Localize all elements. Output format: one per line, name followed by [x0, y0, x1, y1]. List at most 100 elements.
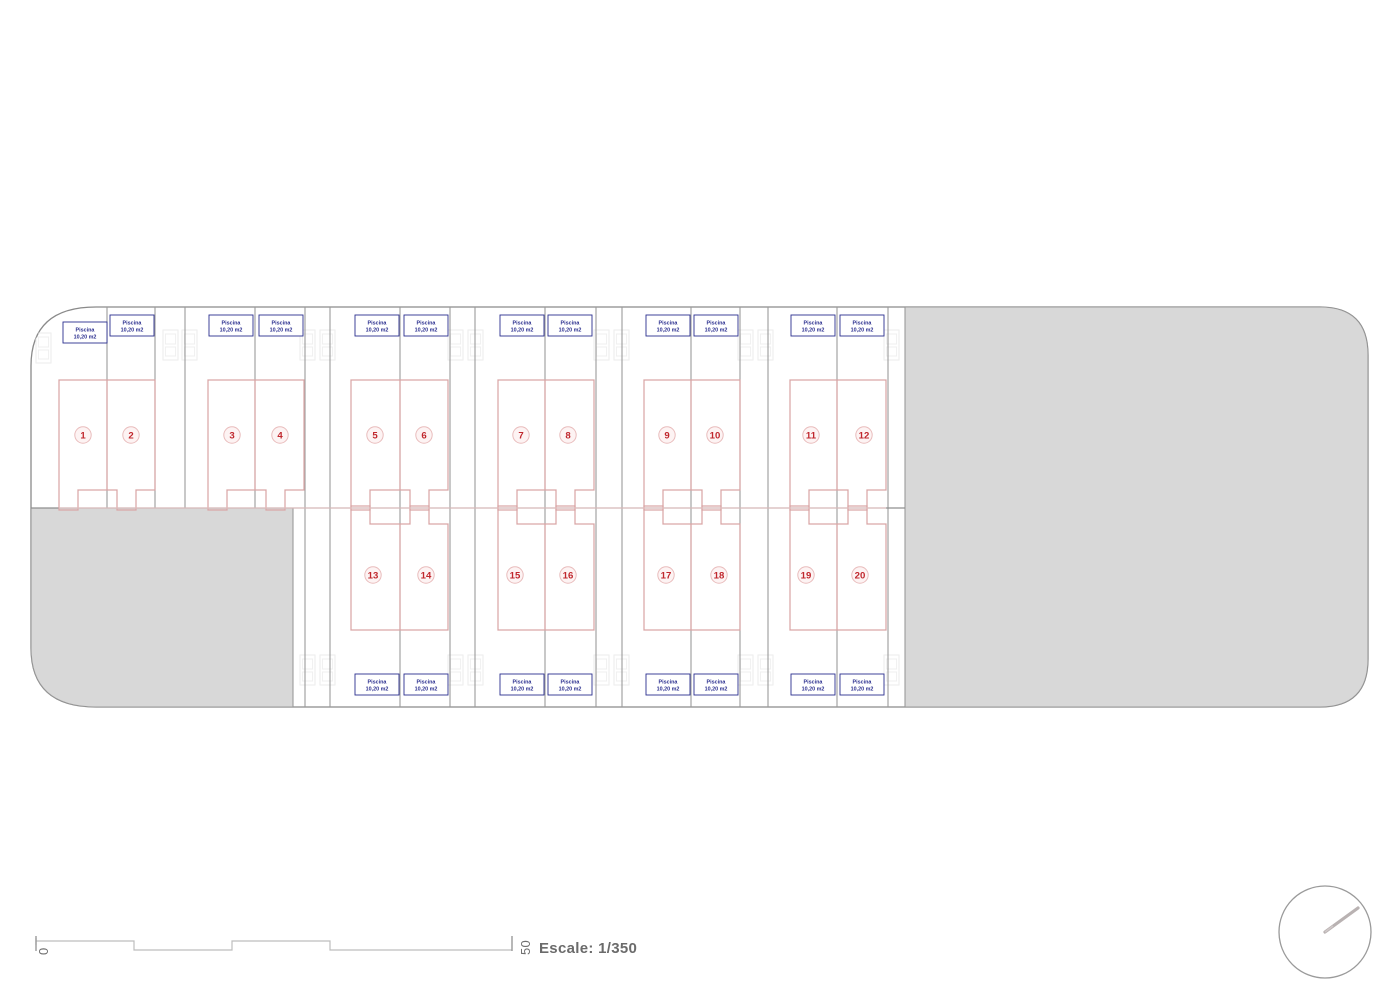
pool-label-name: Piscina: [368, 680, 388, 686]
pool-label-name: Piscina: [417, 321, 437, 327]
plot-number-label: 20: [855, 570, 866, 581]
plot-number-marker[interactable]: 14: [417, 566, 435, 584]
pool-label-name: Piscina: [853, 680, 873, 686]
pool-label-name: Piscina: [123, 321, 143, 327]
pool-label-area: 10,20 m2: [705, 687, 728, 693]
plot-number-marker[interactable]: 9: [658, 426, 676, 444]
pool-label-area: 10,20 m2: [74, 335, 97, 341]
pool-label-area: 10,20 m2: [851, 328, 874, 334]
pool-label-area: 10,20 m2: [415, 687, 438, 693]
pool-label-area: 10,20 m2: [511, 328, 534, 334]
pool-label-area: 10,20 m2: [121, 328, 144, 334]
plot-number-marker[interactable]: 20: [851, 566, 869, 584]
plot-number-marker[interactable]: 5: [366, 426, 384, 444]
plot-number-marker[interactable]: 2: [122, 426, 140, 444]
plot-number-label: 19: [801, 570, 812, 581]
plot-number-label: 9: [664, 430, 669, 441]
green-area-right: [904, 307, 1368, 707]
pool-label-area: 10,20 m2: [511, 687, 534, 693]
plot-number-label: 11: [806, 430, 817, 441]
villa-footprints: [58, 379, 887, 631]
plot-number-marker[interactable]: 3: [223, 426, 241, 444]
pool-label-name: Piscina: [368, 321, 388, 327]
plot-number-marker[interactable]: 15: [506, 566, 524, 584]
pool-label-name: Piscina: [76, 328, 96, 334]
pool-label-area: 10,20 m2: [559, 328, 582, 334]
plot-number-label: 10: [710, 430, 721, 441]
pool-label-area: 10,20 m2: [415, 328, 438, 334]
pool-label-name: Piscina: [804, 680, 824, 686]
plot-number-marker[interactable]: 17: [657, 566, 675, 584]
green-area-bottom-left: [31, 507, 294, 707]
plot-number-label: 4: [277, 430, 283, 441]
plot-number-label: 1: [80, 430, 86, 441]
pool-label-name: Piscina: [272, 321, 292, 327]
plot-number-marker[interactable]: 12: [855, 426, 873, 444]
plot-number-marker[interactable]: 6: [415, 426, 433, 444]
plot-number-label: 14: [421, 570, 432, 581]
pool-label-name: Piscina: [804, 321, 824, 327]
pool-label-name: Piscina: [417, 680, 437, 686]
pool-label-area: 10,20 m2: [366, 687, 389, 693]
plot-number-label: 7: [518, 430, 523, 441]
pool-label-area: 10,20 m2: [657, 687, 680, 693]
plot-number-label: 2: [128, 430, 133, 441]
plot-number-marker[interactable]: 13: [364, 566, 382, 584]
plot-divider-lines: [106, 307, 889, 707]
pool-label-area: 10,20 m2: [270, 328, 293, 334]
pool-label-area: 10,20 m2: [220, 328, 243, 334]
plot-number-marker[interactable]: 18: [710, 566, 728, 584]
pool-label-area: 10,20 m2: [851, 687, 874, 693]
plot-number-marker[interactable]: 4: [271, 426, 289, 444]
plot-number-label: 3: [229, 430, 234, 441]
pool-label-area: 10,20 m2: [366, 328, 389, 334]
plot-number-marker[interactable]: 10: [706, 426, 724, 444]
plot-number-label: 5: [372, 430, 378, 441]
plot-number-label: 15: [510, 570, 521, 581]
plot-number-marker[interactable]: 7: [512, 426, 530, 444]
plot-number-label: 13: [368, 570, 379, 581]
pool-label-area: 10,20 m2: [802, 687, 825, 693]
pool-label-name: Piscina: [222, 321, 242, 327]
plot-number-marker[interactable]: 1: [74, 426, 92, 444]
north-arrow-icon: [1278, 885, 1372, 979]
pool-label-name: Piscina: [707, 680, 727, 686]
plot-number-marker[interactable]: 19: [797, 566, 815, 584]
pool-label-name: Piscina: [513, 680, 533, 686]
scale-text: Escale: 1/350: [539, 940, 638, 957]
scale-bar-start-label: 0: [36, 947, 51, 955]
pool-label-name: Piscina: [659, 321, 679, 327]
plot-number-marker[interactable]: 16: [559, 566, 577, 584]
pool-label-name: Piscina: [707, 321, 727, 327]
pool-label-area: 10,20 m2: [559, 687, 582, 693]
plot-number-marker[interactable]: 8: [559, 426, 577, 444]
plot-number-label: 12: [859, 430, 870, 441]
plot-number-marker[interactable]: 11: [802, 426, 820, 444]
scale-bar: [35, 936, 513, 951]
pool-label-name: Piscina: [561, 321, 581, 327]
pool-label-name: Piscina: [513, 321, 533, 327]
